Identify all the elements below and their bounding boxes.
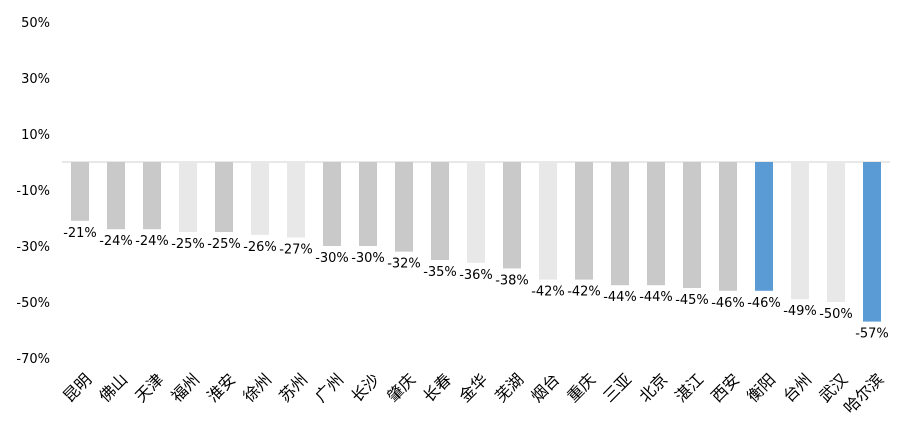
- bar-5: [215, 162, 233, 232]
- category-label: 肇庆: [383, 370, 419, 406]
- y-tick-label: -10%: [16, 184, 50, 199]
- value-label: -42%: [567, 285, 601, 300]
- bar-16: [611, 162, 629, 286]
- value-label: -49%: [783, 304, 817, 319]
- category-label: 烟台: [527, 370, 563, 406]
- value-label: -36%: [459, 268, 493, 283]
- bar-15: [575, 162, 593, 280]
- y-tick-label: 10%: [21, 128, 50, 143]
- category-label: 台州: [779, 370, 815, 406]
- bar-9: [359, 162, 377, 246]
- bar-1: [71, 162, 89, 221]
- bar-14: [539, 162, 557, 280]
- bar-6: [251, 162, 269, 235]
- bar-10: [395, 162, 413, 252]
- bar-23: [863, 162, 881, 322]
- value-label: -46%: [711, 296, 745, 311]
- category-label: 湛江: [671, 370, 707, 406]
- value-label: -44%: [639, 290, 673, 305]
- bar-2: [107, 162, 125, 230]
- value-label: -30%: [315, 251, 349, 266]
- bar-11: [431, 162, 449, 260]
- category-label: 衡阳: [743, 370, 779, 406]
- category-label: 芜湖: [491, 370, 527, 406]
- y-tick-label: 50%: [21, 16, 50, 31]
- category-label: 长沙: [347, 370, 383, 406]
- value-label: -25%: [171, 237, 205, 252]
- value-label: -27%: [279, 243, 313, 258]
- y-axis: 50% 30% 10% -10% -30% -50% -70%: [16, 16, 50, 367]
- value-label: -24%: [99, 234, 133, 249]
- category-label: 三亚: [599, 370, 635, 406]
- value-label: -35%: [423, 265, 457, 280]
- category-labels-group: 昆明 佛山 天津 福州 淮安 徐州 苏州 广州 长沙 肇庆 长春 金华 芜湖 烟台 重庆 三亚 北京 湛江 西安 衡阳…: [59, 370, 887, 417]
- bar-18: [683, 162, 701, 288]
- bar-22: [827, 162, 845, 302]
- y-tick-label: -50%: [16, 296, 50, 311]
- value-label: -32%: [387, 257, 421, 272]
- y-tick-label: -30%: [16, 240, 50, 255]
- bar-4: [179, 162, 197, 232]
- value-label: -45%: [675, 293, 709, 308]
- bar-19: [719, 162, 737, 291]
- bar-17: [647, 162, 665, 286]
- category-label: 西安: [707, 370, 743, 406]
- category-label: 佛山: [95, 370, 131, 406]
- value-label: -46%: [747, 296, 781, 311]
- category-label: 长春: [419, 370, 455, 406]
- value-label: -26%: [243, 240, 277, 255]
- bar-7: [287, 162, 305, 238]
- value-label: -24%: [135, 234, 169, 249]
- category-label: 福州: [167, 370, 203, 406]
- bar-12: [467, 162, 485, 263]
- value-label: -50%: [819, 307, 853, 322]
- category-label: 北京: [635, 370, 671, 406]
- bars-group: [71, 162, 881, 322]
- value-label: -57%: [855, 327, 889, 342]
- value-label: -42%: [531, 285, 565, 300]
- category-label: 广州: [311, 370, 347, 406]
- bar-20: [755, 162, 773, 291]
- value-label: -30%: [351, 251, 385, 266]
- category-label: 金华: [455, 370, 491, 406]
- bar-13: [503, 162, 521, 269]
- y-tick-label: 30%: [21, 72, 50, 87]
- value-label: -21%: [63, 226, 97, 241]
- category-label: 苏州: [275, 370, 311, 406]
- category-label: 昆明: [59, 370, 95, 406]
- category-label: 天津: [131, 370, 167, 406]
- value-label: -44%: [603, 290, 637, 305]
- category-label: 淮安: [203, 370, 239, 406]
- value-label: -25%: [207, 237, 241, 252]
- bar-8: [323, 162, 341, 246]
- value-label: -38%: [495, 273, 529, 288]
- category-label: 重庆: [563, 370, 599, 406]
- bar-21: [791, 162, 809, 300]
- y-tick-label: -70%: [16, 352, 50, 367]
- value-labels-group: -21%-24% -24% -25% -25% -26% -27%-30% -30% -32%…: [63, 226, 889, 342]
- category-label: 哈尔滨: [840, 370, 887, 417]
- bar-3: [143, 162, 161, 230]
- category-label: 徐州: [239, 370, 275, 406]
